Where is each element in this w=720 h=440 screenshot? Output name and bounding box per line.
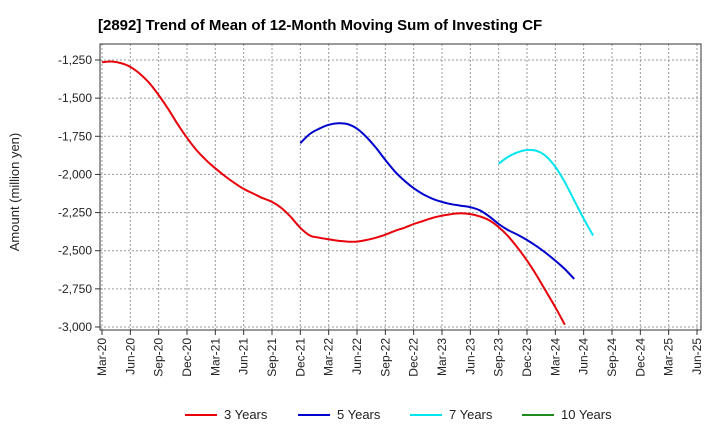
x-tick-label: Sep-24 <box>605 338 619 377</box>
legend-label-7-years: 7 Years <box>449 407 493 422</box>
y-tick-label: -1,500 <box>58 91 92 105</box>
y-tick-label: -2,500 <box>58 244 92 258</box>
legend: 3 Years 5 Years 7 Years 10 Years <box>185 407 612 422</box>
x-tick-label: Jun-24 <box>577 338 591 375</box>
y-tick-label: -2,000 <box>58 167 92 181</box>
x-tick-label: Sep-21 <box>265 338 279 377</box>
x-tick-label: Sep-20 <box>152 338 166 377</box>
y-tick-label: -3,000 <box>58 320 92 334</box>
y-tick-label: -1,250 <box>58 53 92 67</box>
legend-label-10-years: 10 Years <box>561 407 612 422</box>
x-tick-labels: Mar-20 Jun-20 Sep-20 Dec-20 Mar-21 Jun-21 Sep-… <box>95 330 704 377</box>
x-tick-label: Dec-20 <box>180 338 194 377</box>
x-tick-label: Mar-20 <box>95 338 109 376</box>
series-line-5-years <box>299 122 575 280</box>
x-tick-label: Sep-22 <box>378 338 392 377</box>
gridlines <box>100 44 701 330</box>
legend-label-3-years: 3 Years <box>224 407 268 422</box>
x-tick-label: Jun-20 <box>123 338 137 375</box>
y-tick-label: -2,250 <box>58 206 92 220</box>
chart-title: [2892] Trend of Mean of 12-Month Moving … <box>98 17 542 34</box>
x-tick-label: Dec-23 <box>520 338 534 377</box>
y-tick-labels: -1,250 -1,500 -1,750 -2,000 -2,250 -2,500 -2,7… <box>58 53 100 334</box>
x-tick-label: Dec-24 <box>633 338 647 377</box>
x-tick-label: Jun-23 <box>463 338 477 375</box>
y-tick-label: -1,750 <box>58 129 92 143</box>
series-lines <box>101 60 594 326</box>
series-line-3-years <box>101 60 566 326</box>
legend-label-5-years: 5 Years <box>337 407 381 422</box>
x-tick-label: Sep-23 <box>492 338 506 377</box>
x-tick-label: Jun-21 <box>237 338 251 375</box>
x-tick-label: Jun-22 <box>350 338 364 375</box>
plot-frame <box>99 43 702 331</box>
x-tick-label: Mar-22 <box>322 338 336 376</box>
x-tick-label: Mar-25 <box>662 338 676 376</box>
series-line-7-years <box>498 148 594 236</box>
x-tick-label: Mar-21 <box>208 338 222 376</box>
y-axis-label: Amount (million yen) <box>7 133 22 252</box>
x-tick-label: Dec-21 <box>293 338 307 377</box>
x-tick-label: Mar-23 <box>435 338 449 376</box>
x-tick-label: Dec-22 <box>407 338 421 377</box>
x-tick-label: Jun-25 <box>690 338 704 375</box>
x-tick-label: Mar-24 <box>548 338 562 376</box>
y-tick-label: -2,750 <box>58 282 92 296</box>
